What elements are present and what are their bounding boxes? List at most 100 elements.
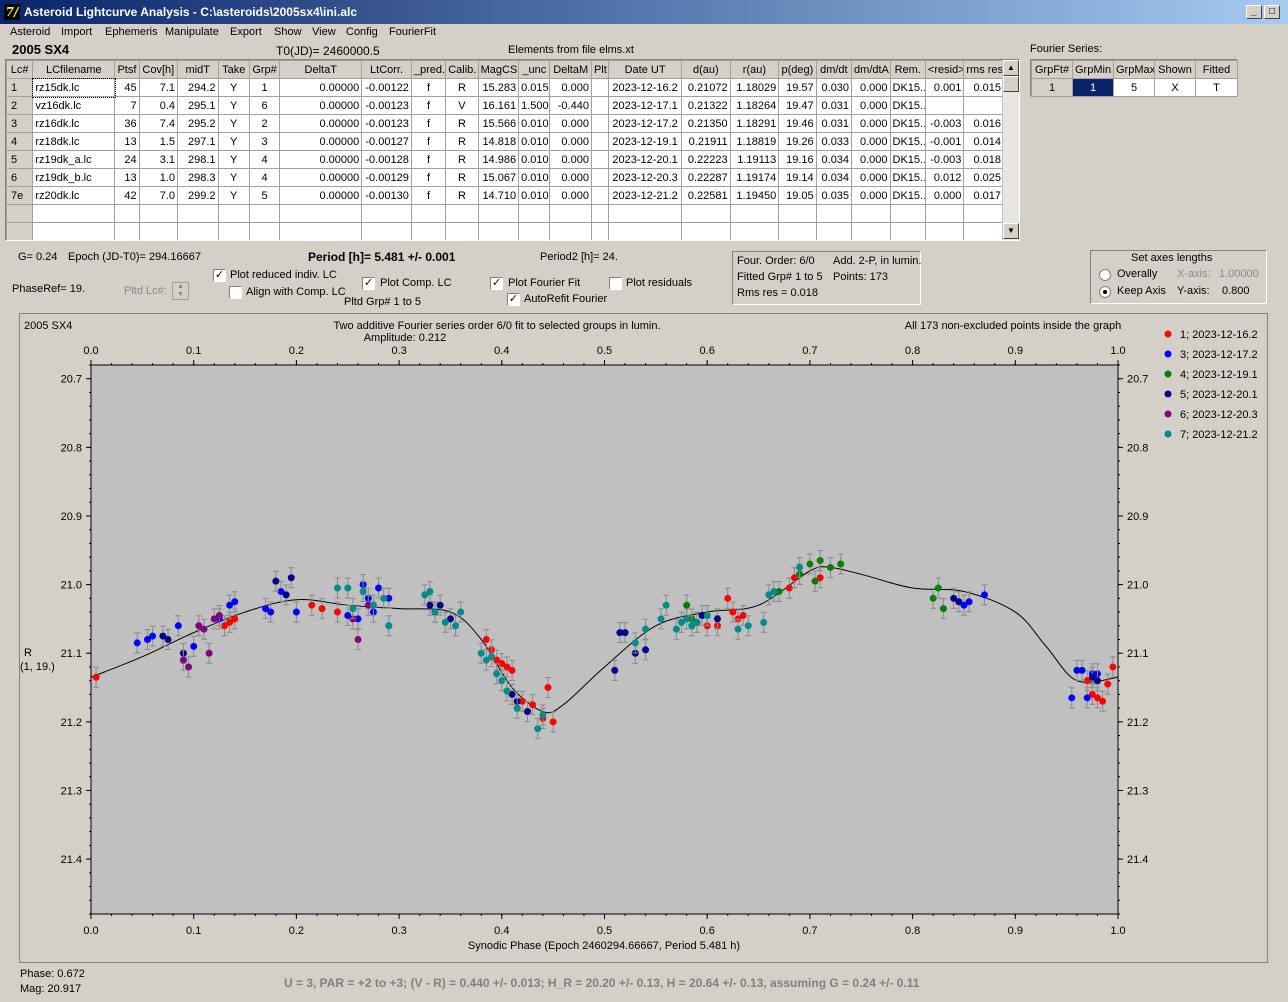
empty-cell[interactable]: [778, 204, 817, 223]
empty-cell[interactable]: [279, 222, 363, 240]
column-header[interactable]: r(au): [729, 60, 780, 79]
data-point[interactable]: [965, 598, 973, 606]
data-point[interactable]: [149, 632, 157, 640]
data-point[interactable]: [426, 587, 434, 595]
table-cell[interactable]: 298.3: [177, 168, 219, 187]
data-point[interactable]: [143, 636, 151, 643]
table-cell[interactable]: 6: [248, 96, 281, 115]
data-point[interactable]: [369, 601, 377, 609]
table-cell[interactable]: 3.1: [138, 150, 179, 169]
data-point[interactable]: [642, 646, 650, 654]
data-point[interactable]: [826, 563, 834, 571]
table-cell[interactable]: 24: [114, 150, 140, 169]
table-cell[interactable]: Y: [217, 168, 250, 187]
menu-fourierfit[interactable]: FourierFit: [389, 26, 437, 38]
data-point[interactable]: [544, 684, 552, 692]
table-cell[interactable]: 19.05: [778, 186, 817, 205]
table-cell[interactable]: [963, 96, 1004, 115]
data-point[interactable]: [1099, 697, 1107, 705]
data-point[interactable]: [498, 677, 506, 685]
fourier-column-header[interactable]: Fitted: [1195, 60, 1238, 79]
column-header[interactable]: LtCorr.: [361, 60, 412, 79]
column-header[interactable]: DeltaM: [549, 60, 592, 79]
data-point[interactable]: [816, 557, 824, 565]
table-cell[interactable]: 0.21072: [681, 78, 731, 97]
data-point[interactable]: [1088, 690, 1096, 698]
data-point[interactable]: [693, 618, 701, 626]
empty-cell[interactable]: [177, 204, 219, 223]
data-point[interactable]: [529, 701, 537, 709]
table-cell[interactable]: 19.16: [778, 150, 817, 169]
data-point[interactable]: [775, 587, 783, 595]
data-point[interactable]: [344, 611, 352, 619]
table-cell[interactable]: 2023-12-17.1: [608, 96, 683, 115]
table-cell[interactable]: 0.00000: [279, 114, 363, 133]
table-cell[interactable]: f: [410, 78, 447, 97]
table-cell[interactable]: 36: [114, 114, 140, 133]
scroll-up-icon[interactable]: ▲: [1003, 60, 1019, 76]
table-cell[interactable]: 1: [248, 78, 281, 97]
table-cell[interactable]: 0.016: [963, 114, 1004, 133]
row-header[interactable]: 7e: [6, 186, 34, 205]
table-cell[interactable]: 2023-12-20.1: [608, 150, 683, 169]
data-point[interactable]: [785, 584, 793, 592]
empty-row[interactable]: [6, 204, 1004, 223]
table-cell[interactable]: 0.010: [518, 186, 551, 205]
data-point[interactable]: [195, 622, 203, 630]
table-cell[interactable]: 7.1: [138, 78, 179, 97]
column-header[interactable]: Lc#: [6, 60, 34, 79]
table-cell[interactable]: 0.012: [924, 168, 965, 187]
data-point[interactable]: [354, 615, 362, 623]
data-point[interactable]: [713, 615, 721, 623]
table-cell[interactable]: 0.031: [815, 96, 853, 115]
data-point[interactable]: [318, 605, 326, 613]
data-point[interactable]: [816, 574, 824, 582]
empty-cell[interactable]: [138, 204, 179, 223]
table-cell[interactable]: 0.00000: [279, 132, 363, 151]
data-point[interactable]: [441, 618, 449, 626]
table-cell[interactable]: 2: [248, 114, 281, 133]
table-cell[interactable]: 0.015: [963, 78, 1004, 97]
data-point[interactable]: [482, 636, 490, 643]
table-cell[interactable]: 0.014: [963, 132, 1004, 151]
table-cell[interactable]: 4: [248, 168, 281, 187]
pltd-lc-spinner[interactable]: ▲ ▼: [172, 282, 189, 300]
column-header[interactable]: midT: [177, 60, 219, 79]
fourier-cell[interactable]: T: [1195, 78, 1238, 97]
table-cell[interactable]: 0.00000: [279, 96, 363, 115]
empty-cell[interactable]: [889, 222, 926, 240]
row-header[interactable]: 4: [6, 132, 34, 151]
plot-reduced-checkbox[interactable]: ✓: [213, 269, 226, 282]
table-cell[interactable]: f: [410, 186, 447, 205]
column-header[interactable]: MagCS: [477, 60, 520, 79]
data-point[interactable]: [929, 594, 937, 602]
empty-cell[interactable]: [729, 204, 780, 223]
data-point[interactable]: [333, 584, 341, 592]
data-point[interactable]: [482, 656, 490, 664]
table-cell[interactable]: 0.00000: [279, 168, 363, 187]
column-header[interactable]: Plt: [590, 60, 610, 79]
data-point[interactable]: [364, 601, 372, 609]
data-point[interactable]: [724, 594, 732, 602]
data-point[interactable]: [950, 594, 958, 602]
data-point[interactable]: [385, 594, 393, 602]
table-cell[interactable]: 0.000: [549, 168, 592, 187]
table-cell[interactable]: [590, 114, 610, 133]
table-cell[interactable]: 298.1: [177, 150, 219, 169]
data-point[interactable]: [616, 629, 624, 637]
column-header[interactable]: Ptsf: [114, 60, 140, 79]
data-point[interactable]: [210, 615, 218, 623]
data-point[interactable]: [221, 622, 229, 630]
empty-cell[interactable]: [279, 204, 363, 223]
table-cell[interactable]: 0.000: [549, 114, 592, 133]
table-cell[interactable]: [590, 186, 610, 205]
table-cell[interactable]: -0.001: [924, 132, 965, 151]
table-cell[interactable]: Y: [217, 114, 250, 133]
data-point[interactable]: [488, 653, 496, 661]
empty-cell[interactable]: [924, 222, 965, 240]
table-cell[interactable]: 0.000: [851, 150, 891, 169]
plot-fourier-checkbox[interactable]: ✓: [490, 277, 503, 290]
table-cell[interactable]: rz19dk_b.lc: [32, 168, 116, 187]
fourier-cell[interactable]: 5: [1113, 78, 1155, 97]
data-point[interactable]: [765, 591, 773, 599]
